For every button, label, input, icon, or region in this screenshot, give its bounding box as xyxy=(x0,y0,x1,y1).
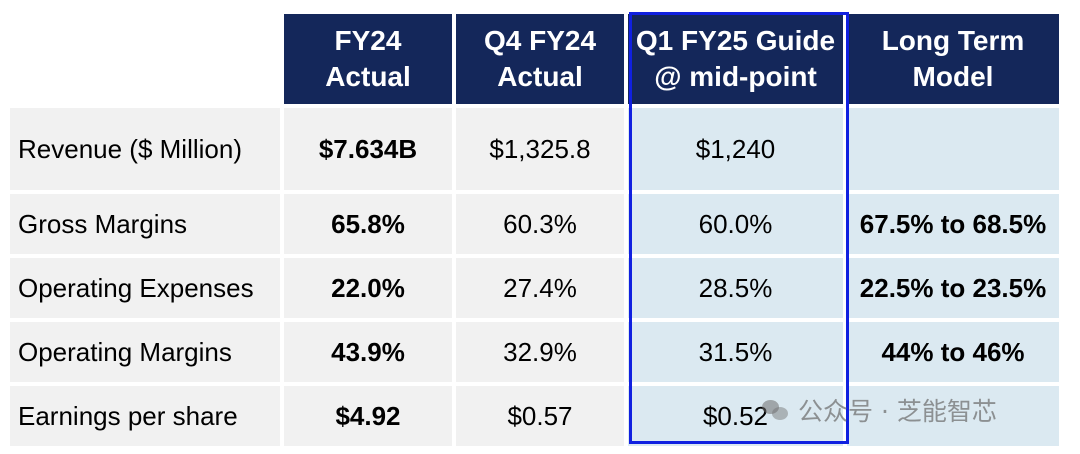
header-line: Actual xyxy=(497,61,583,92)
cell-operating-margins-q1: 31.5% xyxy=(628,322,843,382)
cell-gross-margins-lt: 67.5% to 68.5% xyxy=(847,194,1059,254)
financial-table: FY24 Actual Q4 FY24 Actual Q1 FY25 Guide… xyxy=(10,14,1059,446)
cell-operating-expenses-lt: 22.5% to 23.5% xyxy=(847,258,1059,318)
cell-gross-margins-fy24: 65.8% xyxy=(284,194,452,254)
header-line: Actual xyxy=(325,61,411,92)
row-label-operating-margins: Operating Margins xyxy=(10,322,280,382)
cell-eps-q4: $0.57 xyxy=(456,386,624,446)
row-label-eps: Earnings per share xyxy=(10,386,280,446)
header-q4-fy24-actual: Q4 FY24 Actual xyxy=(456,14,624,104)
cell-revenue-q4: $1,325.8 xyxy=(456,108,624,190)
cell-operating-margins-q4: 32.9% xyxy=(456,322,624,382)
header-line: Long Term xyxy=(881,25,1025,56)
watermark-text: 公众号 · 芝能智芯 xyxy=(798,397,997,426)
header-line: Q4 FY24 xyxy=(483,25,597,56)
cell-eps-fy24: $4.92 xyxy=(284,386,452,446)
header-line: FY24 xyxy=(334,25,402,56)
cell-revenue-q1: $1,240 xyxy=(628,108,843,190)
row-label-revenue: Revenue ($ Million) xyxy=(10,108,280,190)
watermark: 公众号 · 芝能智芯 xyxy=(762,392,997,428)
header-fy24-actual: FY24 Actual xyxy=(284,14,452,104)
header-line: Q1 FY25 Guide xyxy=(635,25,836,56)
header-q1-fy25-guide: Q1 FY25 Guide @ mid-point xyxy=(628,14,843,104)
header-long-term-model: Long Term Model xyxy=(847,14,1059,104)
cell-operating-expenses-q1: 28.5% xyxy=(628,258,843,318)
header-line: @ mid-point xyxy=(654,61,817,92)
cell-operating-expenses-q4: 27.4% xyxy=(456,258,624,318)
cell-revenue-fy24: $7.634B xyxy=(284,108,452,190)
wechat-icon xyxy=(762,398,790,422)
header-line: Model xyxy=(912,61,994,92)
header-corner xyxy=(10,14,280,104)
cell-operating-margins-lt: 44% to 46% xyxy=(847,322,1059,382)
cell-eps-q1: $0.52 xyxy=(628,386,843,446)
row-label-operating-expenses: Operating Expenses xyxy=(10,258,280,318)
cell-gross-margins-q1: 60.0% xyxy=(628,194,843,254)
cell-operating-expenses-fy24: 22.0% xyxy=(284,258,452,318)
cell-gross-margins-q4: 60.3% xyxy=(456,194,624,254)
cell-operating-margins-fy24: 43.9% xyxy=(284,322,452,382)
row-label-gross-margins: Gross Margins xyxy=(10,194,280,254)
cell-revenue-lt xyxy=(847,108,1059,190)
cell-eps-lt xyxy=(847,386,1059,446)
